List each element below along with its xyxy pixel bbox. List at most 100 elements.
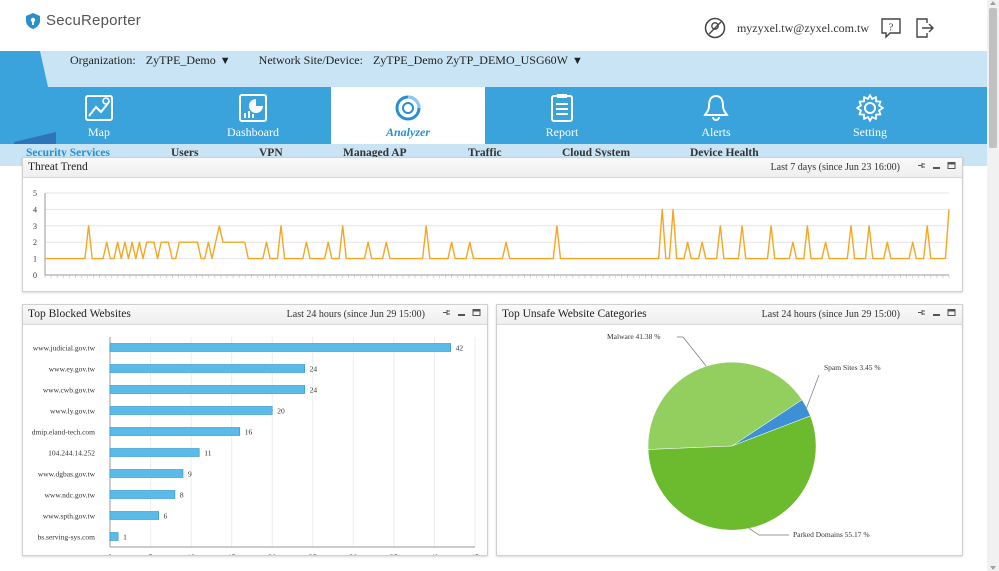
threat-trend-series: [45, 208, 950, 260]
nav-analyzer[interactable]: Analyzer: [331, 87, 485, 144]
nav-label: Alerts: [701, 125, 731, 139]
nav-dashboard[interactable]: Dashboard: [176, 87, 330, 144]
subtab-managed-ap[interactable]: Managed AP: [343, 147, 407, 159]
bar-value-label: 8: [180, 491, 184, 500]
bar-value-label: 24: [310, 365, 318, 374]
bar: [109, 343, 451, 352]
org-dropdown[interactable]: ZyTPE_Demo ▼: [146, 53, 231, 68]
org-label: Organization:: [70, 53, 136, 67]
logout-icon[interactable]: [913, 16, 937, 40]
nav-pointer-icon: [14, 132, 56, 144]
x-tick-label: 40: [430, 553, 438, 555]
scroll-up-icon[interactable]: [990, 1, 996, 5]
time-range: Last 24 hours (since Jun 29 15:00): [761, 309, 900, 320]
shield-logo-icon: [26, 12, 40, 29]
panel-title: Top Unsafe Website Categories: [502, 308, 647, 320]
user-email[interactable]: myzyxel.tw@zyxel.com.tw: [736, 20, 869, 35]
panel-title: Threat Trend: [28, 161, 88, 173]
subtab-traffic[interactable]: Traffic: [468, 147, 502, 159]
x-tick-label: 5: [149, 553, 153, 555]
nav-alerts[interactable]: Alerts: [639, 87, 793, 144]
pie-leader-line: [748, 528, 789, 536]
y-tick-label: 5: [33, 189, 37, 198]
blocked-websites-chart: 0 5 10 15 20 25 30 35 40 45 www.judicial.gov.tw 42 w…: [32, 337, 479, 562]
x-tick-label: 30: [349, 553, 357, 555]
bar-category-label: www.judicial.gov.tw: [33, 344, 96, 353]
minimize-icon[interactable]: [932, 161, 941, 170]
threat-trend-chart: 0 1 2 3 4 5: [33, 189, 950, 280]
scroll-thumb[interactable]: [989, 8, 997, 148]
orgbar-accent: [0, 51, 48, 87]
pie-label: Spam Sites 3.45 %: [824, 363, 881, 372]
nav-setting[interactable]: Setting: [793, 87, 947, 144]
pin-icon[interactable]: [442, 308, 451, 317]
subtab-cloud-system[interactable]: Cloud System: [562, 147, 631, 159]
panel-controls: [917, 161, 956, 170]
organization-bar: [0, 51, 987, 87]
org-value: ZyTPE_Demo: [145, 53, 216, 67]
bar-category-label: www.ey.gov.tw: [49, 365, 96, 374]
scroll-down-icon[interactable]: [990, 566, 996, 570]
bar: [109, 469, 184, 478]
time-range: Last 7 days (since Jun 23 16:00): [770, 162, 900, 173]
x-tick-label: 15: [228, 553, 236, 555]
page-scrollbar[interactable]: [987, 0, 999, 571]
pie-leader-line: [677, 336, 707, 367]
bar-value-label: 1: [123, 533, 127, 542]
x-tick-label: 10: [187, 553, 195, 555]
pie-label: Malware 41.38 %: [607, 332, 661, 341]
report-icon: [551, 94, 573, 122]
bar: [109, 448, 200, 457]
maximize-icon[interactable]: [947, 308, 956, 317]
pin-icon[interactable]: [917, 308, 926, 317]
unsafe-categories-chart: Malware 41.38 % Spam Sites 3.45 % Parked D…: [607, 332, 881, 539]
bell-icon: [703, 94, 729, 121]
bar: [109, 427, 241, 436]
subtab-security-services[interactable]: Security Services: [26, 147, 110, 159]
minimize-icon[interactable]: [457, 308, 466, 317]
subtab-device-health[interactable]: Device Health: [690, 147, 759, 159]
nav-label: Analyzer: [385, 125, 430, 139]
site-dropdown[interactable]: ZyTPE_Demo ZyTP_DEMO_USG60W ▼: [373, 53, 583, 68]
nav-label: Map: [88, 125, 110, 139]
x-tick-label: 35: [390, 553, 398, 555]
x-tick-label: 0: [108, 553, 112, 555]
site-label: Network Site/Device:: [258, 53, 363, 67]
nav-label: Dashboard: [227, 125, 279, 139]
subtab-vpn[interactable]: VPN: [259, 147, 283, 159]
user-area: myzyxel.tw@zyxel.com.tw ?: [703, 16, 937, 40]
y-tick-label: 1: [33, 255, 37, 264]
nav-label: Report: [545, 125, 579, 139]
svg-text:?: ?: [889, 22, 894, 34]
bar-category-label: dmip.eland-tech.com: [32, 428, 95, 437]
panel-controls: [917, 308, 956, 317]
app-logo[interactable]: SecuReporter: [26, 12, 141, 29]
panel-header: Threat Trend Last 7 days (since Jun 23 1…: [23, 158, 962, 178]
maximize-icon[interactable]: [472, 308, 481, 317]
time-range: Last 24 hours (since Jun 29 15:00): [286, 309, 425, 320]
main-nav: Map Dashboard Analyzer Report Alerts Set…: [0, 87, 987, 144]
panel-header: Top Blocked Websites Last 24 hours (sinc…: [23, 305, 487, 325]
user-icon[interactable]: [703, 16, 727, 40]
y-tick-label: 4: [33, 205, 37, 214]
pie-leader-line: [806, 374, 820, 408]
help-icon[interactable]: ?: [879, 16, 903, 40]
site-value: ZyTPE_Demo ZyTP_DEMO_USG60W: [372, 53, 568, 67]
chevron-down-icon: ▼: [219, 55, 231, 67]
nav-report[interactable]: Report: [485, 87, 639, 144]
bar: [109, 490, 176, 499]
maximize-icon[interactable]: [947, 161, 956, 170]
pin-icon[interactable]: [917, 161, 926, 170]
bar: [109, 532, 119, 541]
minimize-icon[interactable]: [932, 308, 941, 317]
threat-trend-panel: Threat Trend Last 7 days (since Jun 23 1…: [22, 157, 963, 292]
x-tick-label: 20: [268, 553, 276, 555]
top-blocked-websites-panel: Top Blocked Websites Last 24 hours (sinc…: [22, 304, 488, 562]
nav-map[interactable]: Map: [22, 87, 176, 144]
chevron-down-icon: ▼: [571, 55, 583, 67]
bar: [109, 385, 305, 394]
bar-category-label: www.dgbas.gov.tw: [38, 470, 96, 479]
subtab-users[interactable]: Users: [171, 147, 199, 159]
y-tick-label: 3: [33, 222, 37, 231]
bar-value-label: 9: [188, 470, 192, 479]
